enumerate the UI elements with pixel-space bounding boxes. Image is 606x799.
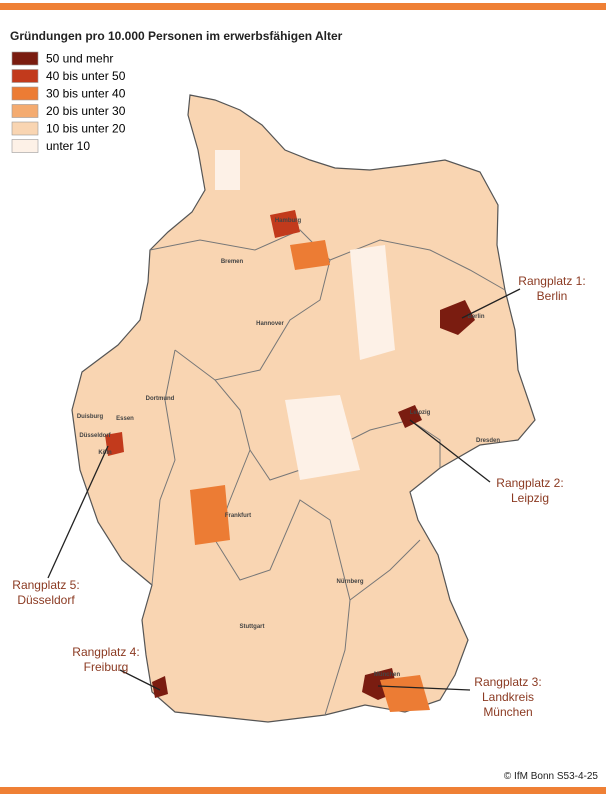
city-label: Frankfurt [225, 513, 251, 519]
city-label: Dortmund [146, 396, 175, 402]
legend-label: 40 bis unter 50 [46, 69, 126, 83]
city-label: Essen [116, 416, 134, 422]
legend-swatch [11, 51, 39, 66]
annotation-text: Rangplatz 5: [12, 578, 79, 592]
bottom-bar [0, 787, 606, 794]
leader-line [119, 669, 161, 691]
city-labels: Hamburg Bremen Hannover Berlin Dortmund Duisb… [77, 218, 501, 678]
legend-label: unter 10 [46, 139, 90, 153]
footer: © IfM Bonn S53-4-25 [504, 771, 599, 782]
annotation-text: Landkreis [482, 690, 534, 704]
annotation-text: Rangplatz 1: [518, 274, 585, 288]
city-label: München [374, 672, 401, 678]
city-label: Hannover [256, 321, 284, 327]
city-label: Leipzig [410, 410, 431, 416]
city-label: Bremen [221, 259, 244, 265]
city-label: Dresden [476, 438, 500, 444]
city-label: Berlin [467, 314, 484, 320]
city-label: Nürnberg [337, 579, 364, 585]
annotation-text: Rangplatz 2: [496, 476, 563, 490]
annotation-text: Düsseldorf [17, 593, 75, 607]
hotspots [105, 150, 475, 712]
legend-label: 50 und mehr [46, 52, 113, 66]
city-label: Düsseldorf [79, 433, 111, 439]
legend-label: 20 bis unter 30 [46, 104, 126, 118]
leader-line [47, 445, 109, 579]
germany-map: Hamburg Bremen Hannover Berlin Dortmund Duisb… [71, 94, 536, 723]
legend-swatch [11, 104, 39, 118]
leader-line [377, 685, 471, 691]
legend: 50 und mehr 40 bis unter 50 30 bis unter 4… [11, 51, 126, 153]
city-label: Stuttgart [240, 624, 265, 630]
legend-swatch [11, 139, 39, 153]
annotation-text: Leipzig [511, 491, 549, 505]
annotation-text: Rangplatz 4: [72, 645, 139, 659]
map-title: Gründungen pro 10.000 Personen im erwerb… [10, 29, 343, 43]
annotation-text: Berlin [537, 289, 568, 303]
legend-swatch [11, 69, 39, 83]
city-label: Hamburg [275, 218, 302, 224]
legend-label: 10 bis unter 20 [46, 122, 126, 136]
top-bar [0, 3, 606, 10]
annotation-text: Rangplatz 3: [474, 675, 541, 689]
legend-label: 30 bis unter 40 [46, 87, 126, 101]
leader-line [461, 288, 521, 319]
city-label: Duisburg [77, 414, 104, 420]
legend-swatch [11, 121, 39, 136]
annotation-text: Freiburg [84, 660, 129, 674]
legend-swatch [11, 86, 39, 101]
annotation-text: München [483, 705, 532, 719]
leader-line [409, 419, 491, 483]
